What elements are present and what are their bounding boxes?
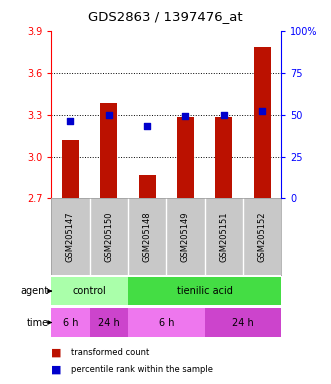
Text: GSM205148: GSM205148 [143,212,152,262]
Text: 6 h: 6 h [63,318,78,328]
Text: transformed count: transformed count [71,348,149,358]
Bar [51,277,128,305]
Point [106,111,112,118]
Text: 24 h: 24 h [232,318,254,328]
Text: percentile rank within the sample: percentile rank within the sample [71,365,213,374]
Text: GSM205152: GSM205152 [258,212,267,262]
Point [260,108,265,114]
Bar [177,118,194,199]
Bar [139,175,156,199]
Text: GSM205147: GSM205147 [66,212,75,262]
Bar [100,103,118,199]
Bar [128,308,205,337]
Point [68,118,73,124]
Text: 6 h: 6 h [159,318,174,328]
Text: GDS2863 / 1397476_at: GDS2863 / 1397476_at [88,10,243,23]
Text: GSM205151: GSM205151 [219,212,228,262]
Bar [51,308,90,337]
Text: 24 h: 24 h [98,318,120,328]
Text: ■: ■ [51,348,62,358]
Text: ■: ■ [51,365,62,375]
Bar [90,308,128,337]
Text: agent: agent [21,286,49,296]
Point [183,113,188,119]
Bar [128,277,281,305]
Bar [205,308,281,337]
Text: control: control [73,286,107,296]
Bar [62,140,79,199]
Text: time: time [27,318,49,328]
Text: GSM205149: GSM205149 [181,212,190,262]
Point [145,123,150,129]
Text: GSM205150: GSM205150 [104,212,113,262]
Text: tienilic acid: tienilic acid [177,286,233,296]
Bar [254,48,271,199]
Point [221,111,226,118]
Bar [215,118,232,199]
